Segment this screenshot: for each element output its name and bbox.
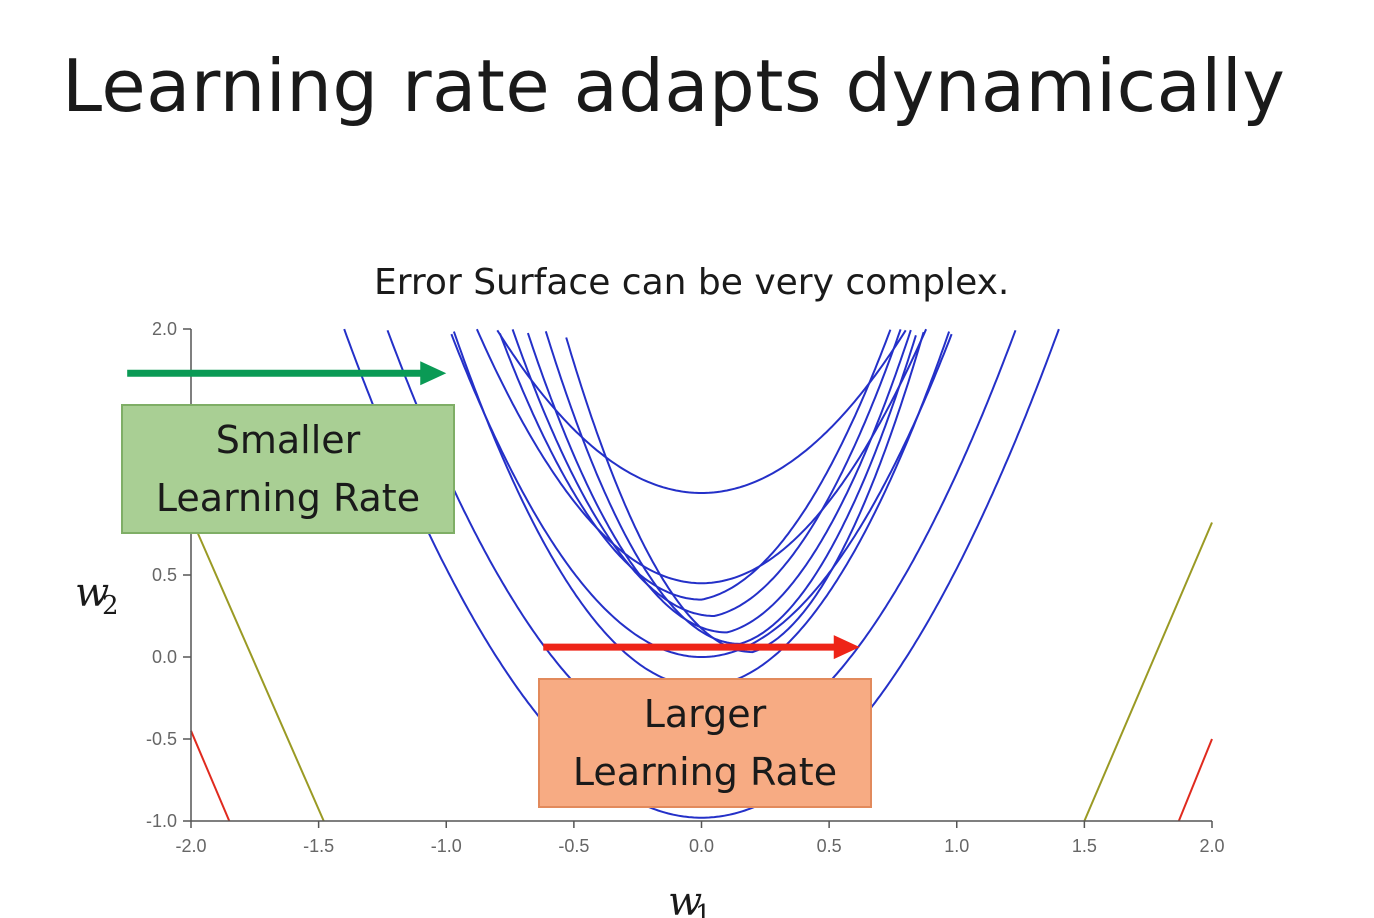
x-tick-label: -2.0 [175, 836, 206, 856]
chart-title: Error Surface can be very complex. [374, 262, 1010, 303]
smaller-label-line1: Smaller [215, 418, 361, 462]
x-axis-label-sub: 1 [695, 900, 712, 918]
larger-label-line2: Learning Rate [572, 750, 838, 794]
y-axis-label: w [75, 570, 109, 616]
side-contour-line [1083, 522, 1213, 822]
contour-line [511, 329, 902, 617]
x-tick-label: 2.0 [1199, 836, 1224, 856]
arrows [127, 361, 860, 660]
contour-line [498, 329, 892, 601]
x-tick-label: -0.5 [558, 836, 589, 856]
x-tick-label: 1.0 [944, 836, 969, 856]
smaller-label-line2: Learning Rate [155, 476, 421, 520]
contour-line [565, 331, 925, 654]
x-tick-label: 0.5 [817, 836, 842, 856]
y-tick-label: -0.5 [146, 729, 177, 749]
x-tick-label: -1.0 [431, 836, 462, 856]
side-lines [190, 517, 1213, 822]
contour-line [544, 330, 917, 645]
side-contour-line [190, 517, 325, 822]
contour-lines [343, 328, 1060, 819]
contour-line [496, 329, 907, 494]
y-tick-label: 0.5 [152, 565, 177, 585]
y-tick-label: 2.0 [152, 319, 177, 339]
y-ticks: -1.0 -0.5 0.0 0.5 2.0 [146, 319, 191, 831]
side-contour-line [1177, 738, 1213, 822]
arrow [127, 361, 447, 386]
contour-line [343, 328, 1060, 819]
x-tick-label: 0.0 [689, 836, 714, 856]
y-tick-label: 0.0 [152, 647, 177, 667]
contour-line [526, 329, 912, 634]
slide-title: Learning rate adapts dynamically [62, 44, 1286, 128]
contour-line [450, 333, 953, 658]
arrow [543, 635, 860, 660]
y-axis-label-sub: 2 [102, 591, 119, 621]
x-tick-label: -1.5 [303, 836, 334, 856]
contour-line [452, 331, 951, 688]
larger-label-line1: Larger [643, 692, 767, 736]
larger-learning-rate-box: Larger Learning Rate [538, 678, 872, 808]
side-contour-line [190, 730, 231, 822]
y-tick-label: -1.0 [146, 811, 177, 831]
x-ticks: -2.0 -1.5 -1.0 -0.5 0.0 0.5 1.0 1.5 2.0 [175, 821, 1225, 856]
x-axis-label: w [668, 879, 702, 918]
contour-line [475, 328, 928, 585]
x-tick-label: 1.5 [1072, 836, 1097, 856]
smaller-learning-rate-box: Smaller Learning Rate [121, 404, 455, 534]
